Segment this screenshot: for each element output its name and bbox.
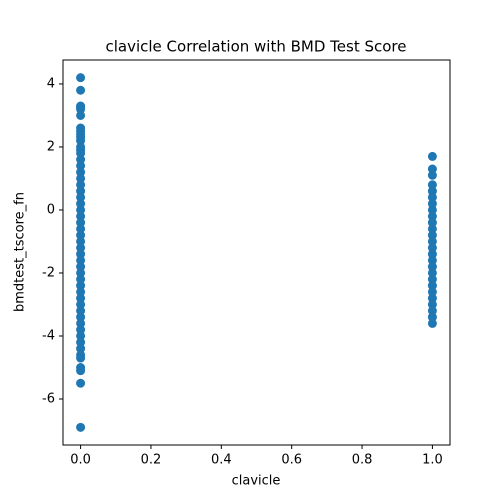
point: [76, 318, 86, 328]
y-tick-label: -2: [42, 265, 55, 280]
point: [427, 299, 437, 309]
point: [427, 151, 437, 161]
point: [76, 218, 86, 228]
point: [76, 211, 86, 221]
point: [427, 318, 437, 328]
point: [76, 249, 86, 259]
point: [76, 148, 86, 158]
point: [76, 224, 86, 234]
point: [76, 337, 86, 347]
y-tick-label: -6: [42, 392, 55, 407]
point: [76, 161, 86, 171]
point: [427, 287, 437, 297]
point: [427, 192, 437, 202]
point: [76, 255, 86, 265]
point: [76, 167, 86, 177]
point: [76, 268, 86, 278]
x-tick-label: 0.0: [70, 453, 91, 468]
y-tick-label: 0: [47, 202, 55, 217]
plot-frame: [62, 59, 451, 446]
point: [76, 366, 86, 376]
point: [76, 274, 86, 284]
point: [76, 199, 86, 209]
point: [427, 236, 437, 246]
point: [76, 230, 86, 240]
point: [76, 325, 86, 335]
point: [427, 170, 437, 180]
point: [427, 205, 437, 215]
point: [427, 293, 437, 303]
point: [76, 104, 86, 114]
point: [427, 262, 437, 272]
point: [427, 180, 437, 190]
point: [427, 281, 437, 291]
point: [76, 293, 86, 303]
point: [427, 186, 437, 196]
x-tick-label: 0.2: [141, 453, 162, 468]
point: [76, 173, 86, 183]
point: [427, 268, 437, 278]
point: [76, 312, 86, 322]
point: [427, 211, 437, 221]
y-tick-label: 2: [47, 139, 55, 154]
point: [427, 306, 437, 316]
point: [76, 205, 86, 215]
point: [427, 164, 437, 174]
point: [76, 180, 86, 190]
point: [76, 344, 86, 354]
point: [427, 230, 437, 240]
x-axis-label: clavicle: [232, 474, 281, 489]
y-axis-label: bmdtest_tscore_fn: [13, 192, 28, 312]
point: [76, 243, 86, 253]
point: [427, 249, 437, 259]
point: [76, 331, 86, 341]
y-tick-label: -4: [42, 328, 55, 343]
point: [76, 281, 86, 291]
point: [76, 236, 86, 246]
x-tick-label: 1.0: [422, 453, 443, 468]
point: [76, 136, 86, 146]
point: [76, 262, 86, 272]
point: [76, 299, 86, 309]
point: [76, 353, 86, 363]
point: [76, 287, 86, 297]
y-tick-label: 4: [47, 76, 55, 91]
point: [427, 255, 437, 265]
point: [427, 199, 437, 209]
point: [76, 306, 86, 316]
point: [427, 243, 437, 253]
point: [427, 274, 437, 284]
point: [76, 85, 86, 95]
point: [427, 218, 437, 228]
point: [427, 312, 437, 322]
point: [76, 110, 86, 120]
x-tick-label: 0.6: [281, 453, 302, 468]
point: [76, 186, 86, 196]
point: [76, 73, 86, 83]
point: [76, 155, 86, 165]
point: [76, 378, 86, 388]
x-tick-label: 0.4: [211, 453, 232, 468]
x-tick-label: 0.8: [352, 453, 373, 468]
point: [427, 224, 437, 234]
point: [76, 422, 86, 432]
point: [76, 192, 86, 202]
chart-title: clavicle Correlation with BMD Test Score: [105, 38, 406, 56]
